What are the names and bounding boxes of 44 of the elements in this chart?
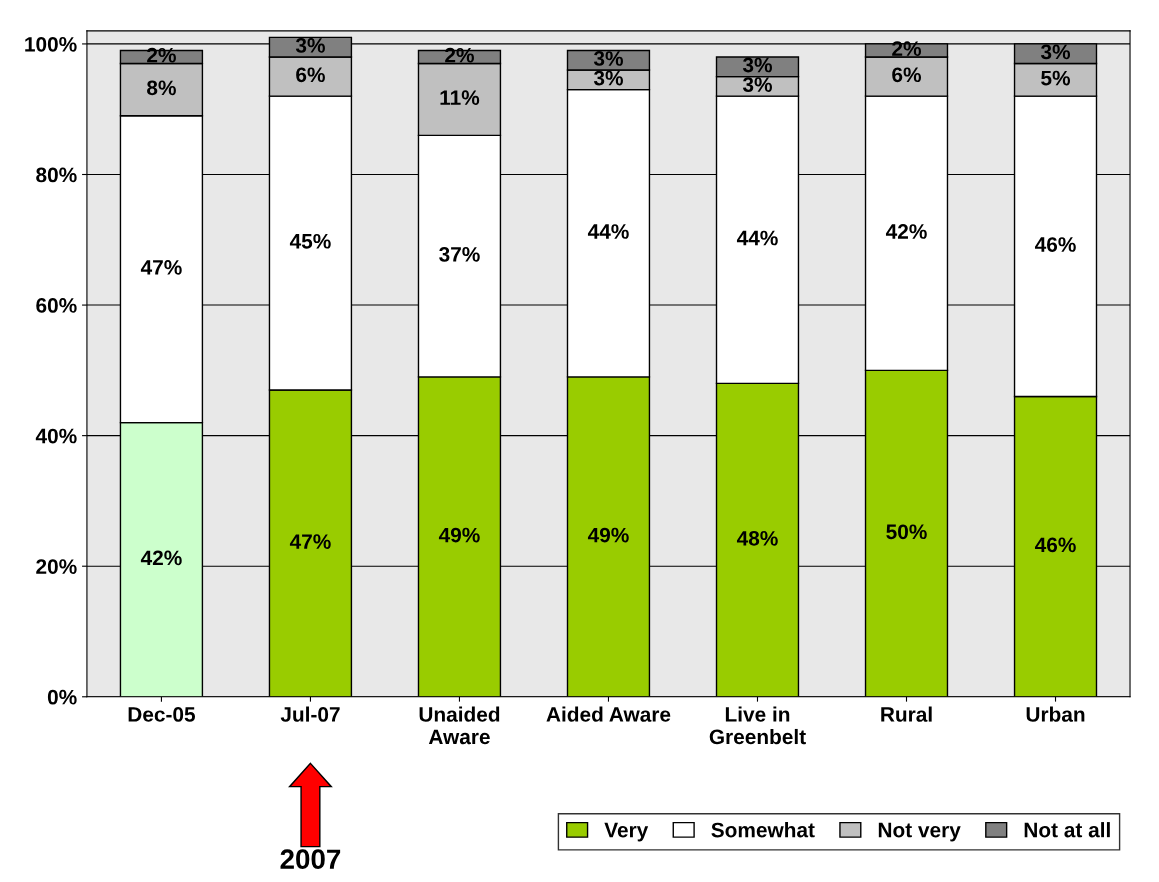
data-label: 3%: [1040, 44, 1071, 60]
y-tick-label: 60%: [36, 298, 77, 313]
data-label: 3%: [593, 70, 623, 86]
data-label: 6%: [892, 67, 922, 83]
legend-label: Not very: [878, 822, 961, 842]
data-label: 46%: [1034, 537, 1076, 553]
data-label: 48%: [736, 530, 778, 546]
data-label: 50%: [886, 524, 927, 540]
y-tick-label: 40%: [35, 428, 77, 444]
data-label: 11%: [440, 90, 480, 105]
data-label: 46%: [1034, 237, 1076, 252]
x-tick-label: Rural: [881, 706, 932, 722]
data-label: 3%: [593, 51, 623, 66]
x-tick-label: Urban: [1026, 706, 1085, 722]
x-tick-label: Live in Greenbelt: [709, 706, 806, 745]
data-label: 49%: [438, 527, 480, 543]
x-tick-label: Aided Aware: [546, 706, 671, 722]
data-label: 47%: [289, 534, 331, 549]
data-label: 3%: [742, 77, 772, 92]
data-label: 44%: [587, 224, 629, 239]
data-label: 47%: [140, 260, 182, 275]
legend-label: Not at all: [1024, 822, 1110, 838]
y-tick-label: 100%: [25, 36, 77, 52]
data-label: 3%: [295, 38, 325, 53]
legend-label: Somewhat: [711, 822, 815, 838]
data-label: 3%: [742, 57, 772, 73]
text: 2007: [280, 849, 341, 870]
data-label: 6%: [296, 67, 325, 83]
data-label: 37%: [439, 246, 480, 262]
data-label: 44%: [736, 230, 778, 246]
data-label: 42%: [140, 550, 182, 566]
data-label: 49%: [587, 527, 629, 543]
x-tick-label: Jul-07: [280, 706, 340, 722]
data-label: 5%: [1041, 70, 1071, 86]
legend-label: Very: [604, 822, 649, 842]
data-label: 42%: [885, 224, 927, 239]
y-tick-label: 0%: [47, 689, 77, 705]
y-tick-label: 80%: [36, 167, 77, 183]
data-label: 8%: [147, 80, 176, 96]
x-tick-label: Dec-05: [128, 707, 196, 722]
data-label: 45%: [289, 233, 331, 249]
y-tick-label: 20%: [36, 559, 77, 574]
data-label: 2%: [892, 41, 922, 57]
x-tick-label: Unaided Aware: [419, 706, 500, 745]
